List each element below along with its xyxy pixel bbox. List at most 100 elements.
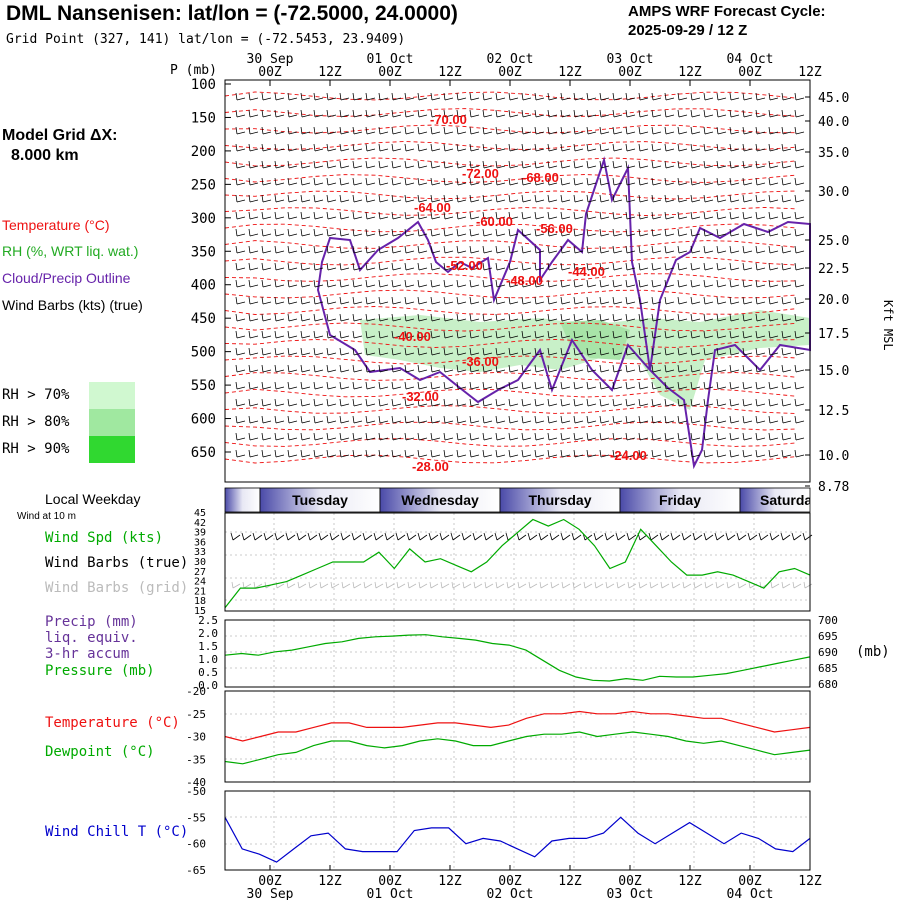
windchill-line <box>224 816 811 863</box>
y-left-tick-label: 300 <box>191 211 216 227</box>
wind-y-tick-label: 27 <box>194 567 206 578</box>
y-left-tick-label: 550 <box>191 378 216 394</box>
bottom-date-label: 01 Oct <box>367 887 414 900</box>
weekday-band-panel: Local Weekday Tuesday Wednesday Thursday Fri… <box>45 487 811 513</box>
day-segment <box>619 487 741 513</box>
wind-y-tick-label: 21 <box>194 586 206 597</box>
wind-barbs-grid <box>231 581 813 589</box>
y-right-tick-label: 20.0 <box>818 293 849 308</box>
model-grid-value: 8.000 km <box>11 147 79 164</box>
temperature-contour <box>224 157 796 167</box>
y-left-tick-label: 350 <box>191 244 216 260</box>
wind-barbs-true-label: Wind Barbs (true) <box>45 555 188 571</box>
y-right-tick-label: 25.0 <box>818 234 849 249</box>
bottom-date-label: 04 Oct <box>727 887 774 900</box>
top-time-tick: 12Z <box>798 65 822 80</box>
temperature-contour <box>224 388 796 398</box>
temp-y-tick-label: -30 <box>186 731 206 744</box>
precip-accum-label: 3-hr accum <box>45 646 129 662</box>
y-left-tick-label: 500 <box>191 345 216 361</box>
pressure-y-tick-label: 685 <box>818 662 838 675</box>
pressure-panel: Precip (mm)liq. equiv.3-hr accumPressure… <box>45 614 890 692</box>
windchill-panel: Wind Chill T (°C) -50 -55 -60 -65 00Z 12Z 00Z 12… <box>45 785 822 900</box>
y-right-tick-label: 45.0 <box>818 91 849 106</box>
y-right-tick-label: 8.78 <box>818 480 849 495</box>
y-right-tick-label: 30.0 <box>818 185 849 200</box>
rh-legend-label-90: RH > 90% <box>2 441 70 457</box>
chill-y-tick-label: -65 <box>186 864 206 877</box>
temperature-contour <box>224 339 796 348</box>
pressure-y-tick-label: 690 <box>818 646 838 659</box>
top-time-tick: 00Z <box>378 65 402 80</box>
temperature-contour <box>224 91 796 101</box>
temperature-contour-label: -48.00 <box>506 273 543 288</box>
temperature-contour <box>224 372 796 381</box>
temperature-contour-label: -72.00 <box>462 166 499 181</box>
y-right-tick-label: 35.0 <box>818 146 849 161</box>
top-time-tick: 12Z <box>558 65 582 80</box>
wind-y-tick-label: 42 <box>194 518 206 529</box>
top-date-label: 01 Oct <box>367 52 414 67</box>
top-time-tick: 00Z <box>258 65 282 80</box>
top-time-tick: 12Z <box>318 65 342 80</box>
wind-speed-line <box>224 518 811 609</box>
temperature-contour-label: -64.00 <box>414 200 451 215</box>
temperature-contour-label: -24.00 <box>610 448 647 463</box>
y-left-tick-label: 250 <box>191 177 216 193</box>
temperature-contour <box>224 454 796 464</box>
temperature-contour-label: -56.00 <box>536 221 573 236</box>
y-right-tick-label: 10.0 <box>818 449 849 464</box>
pressure-label: Pressure (mb) <box>45 663 155 679</box>
bottom-date-label: 03 Oct <box>607 887 654 900</box>
wind-y-tick-label: 36 <box>194 537 206 548</box>
rh-legend-swatch-90 <box>89 436 135 463</box>
y-left-tick-label: 100 <box>191 77 216 93</box>
weekday-band-title: Local Weekday <box>45 491 140 507</box>
page-title: DML Nansenisen: lat/lon = (-72.5000, 24.… <box>6 2 458 25</box>
bottom-date-label: 30 Sep <box>247 887 294 900</box>
temperature-contour <box>224 223 796 233</box>
wind-speed-label: Wind Spd (kts) <box>45 530 163 546</box>
temperature-contour-label: -32.00 <box>402 389 439 404</box>
wind-y-tick-label: 45 <box>194 508 206 519</box>
legend-rh: RH (%, WRT liq. wat.) <box>2 243 139 259</box>
wind-y-tick-label: 33 <box>194 547 206 558</box>
precip-y-tick-label: 1.5 <box>198 640 218 653</box>
precip-y-tick-label: 0.5 <box>198 666 218 679</box>
legend-cloud: Cloud/Precip Outline <box>2 270 131 286</box>
temperature-contour <box>224 124 795 134</box>
temperature-contour <box>224 421 796 431</box>
y-left-tick-label: 650 <box>191 445 216 461</box>
temperature-panel: Temperature (°C) Dewpoint (°C) -20 -25 -30 -3… <box>45 685 811 789</box>
bottom-time-tick: 12Z <box>318 874 342 889</box>
temperature-contour <box>224 240 796 249</box>
temperature-contour <box>224 355 796 365</box>
temperature-contour <box>224 141 796 150</box>
bottom-time-tick: 00Z <box>738 874 762 889</box>
temperature-contour-label: -70.00 <box>430 112 467 127</box>
top-date-label: 30 Sep <box>247 52 294 67</box>
y-right-tick-label: 40.0 <box>818 115 849 130</box>
dewpoint-line-label: Dewpoint (°C) <box>45 744 155 760</box>
temperature-contour <box>224 438 796 447</box>
windchill-label: Wind Chill T (°C) <box>45 824 188 840</box>
day-label: Tuesday <box>292 492 348 508</box>
pressure-y-tick-label: 700 <box>818 614 838 627</box>
wind-barbs <box>235 92 805 458</box>
day-segment <box>499 487 621 513</box>
grid-point-subtitle: Grid Point (327, 141) lat/lon = (-72.545… <box>6 32 406 47</box>
day-label: Wednesday <box>401 492 479 508</box>
temperature-frame <box>224 690 811 783</box>
y-right-tick-label: 17.5 <box>818 327 849 342</box>
forecast-cycle-value: 2025-09-29 / 12 Z <box>628 22 748 39</box>
bottom-time-tick: 00Z <box>378 874 402 889</box>
temperature-contour <box>224 207 796 216</box>
day-label: Friday <box>659 492 701 508</box>
forecast-cycle: AMPS WRF Forecast Cycle: 2025-09-29 / 12… <box>628 2 826 40</box>
y-left-tick-label: 400 <box>191 278 216 294</box>
forecast-cycle-label: AMPS WRF Forecast Cycle: <box>628 3 826 20</box>
top-time-tick: 00Z <box>618 65 642 80</box>
y-right-tick-label: 15.0 <box>818 364 849 379</box>
cross-section-panel: -70.00 -72.00 -68.00 -64.00 -60.00 -56.00 -52.… <box>170 52 895 495</box>
day-segment <box>739 487 811 513</box>
